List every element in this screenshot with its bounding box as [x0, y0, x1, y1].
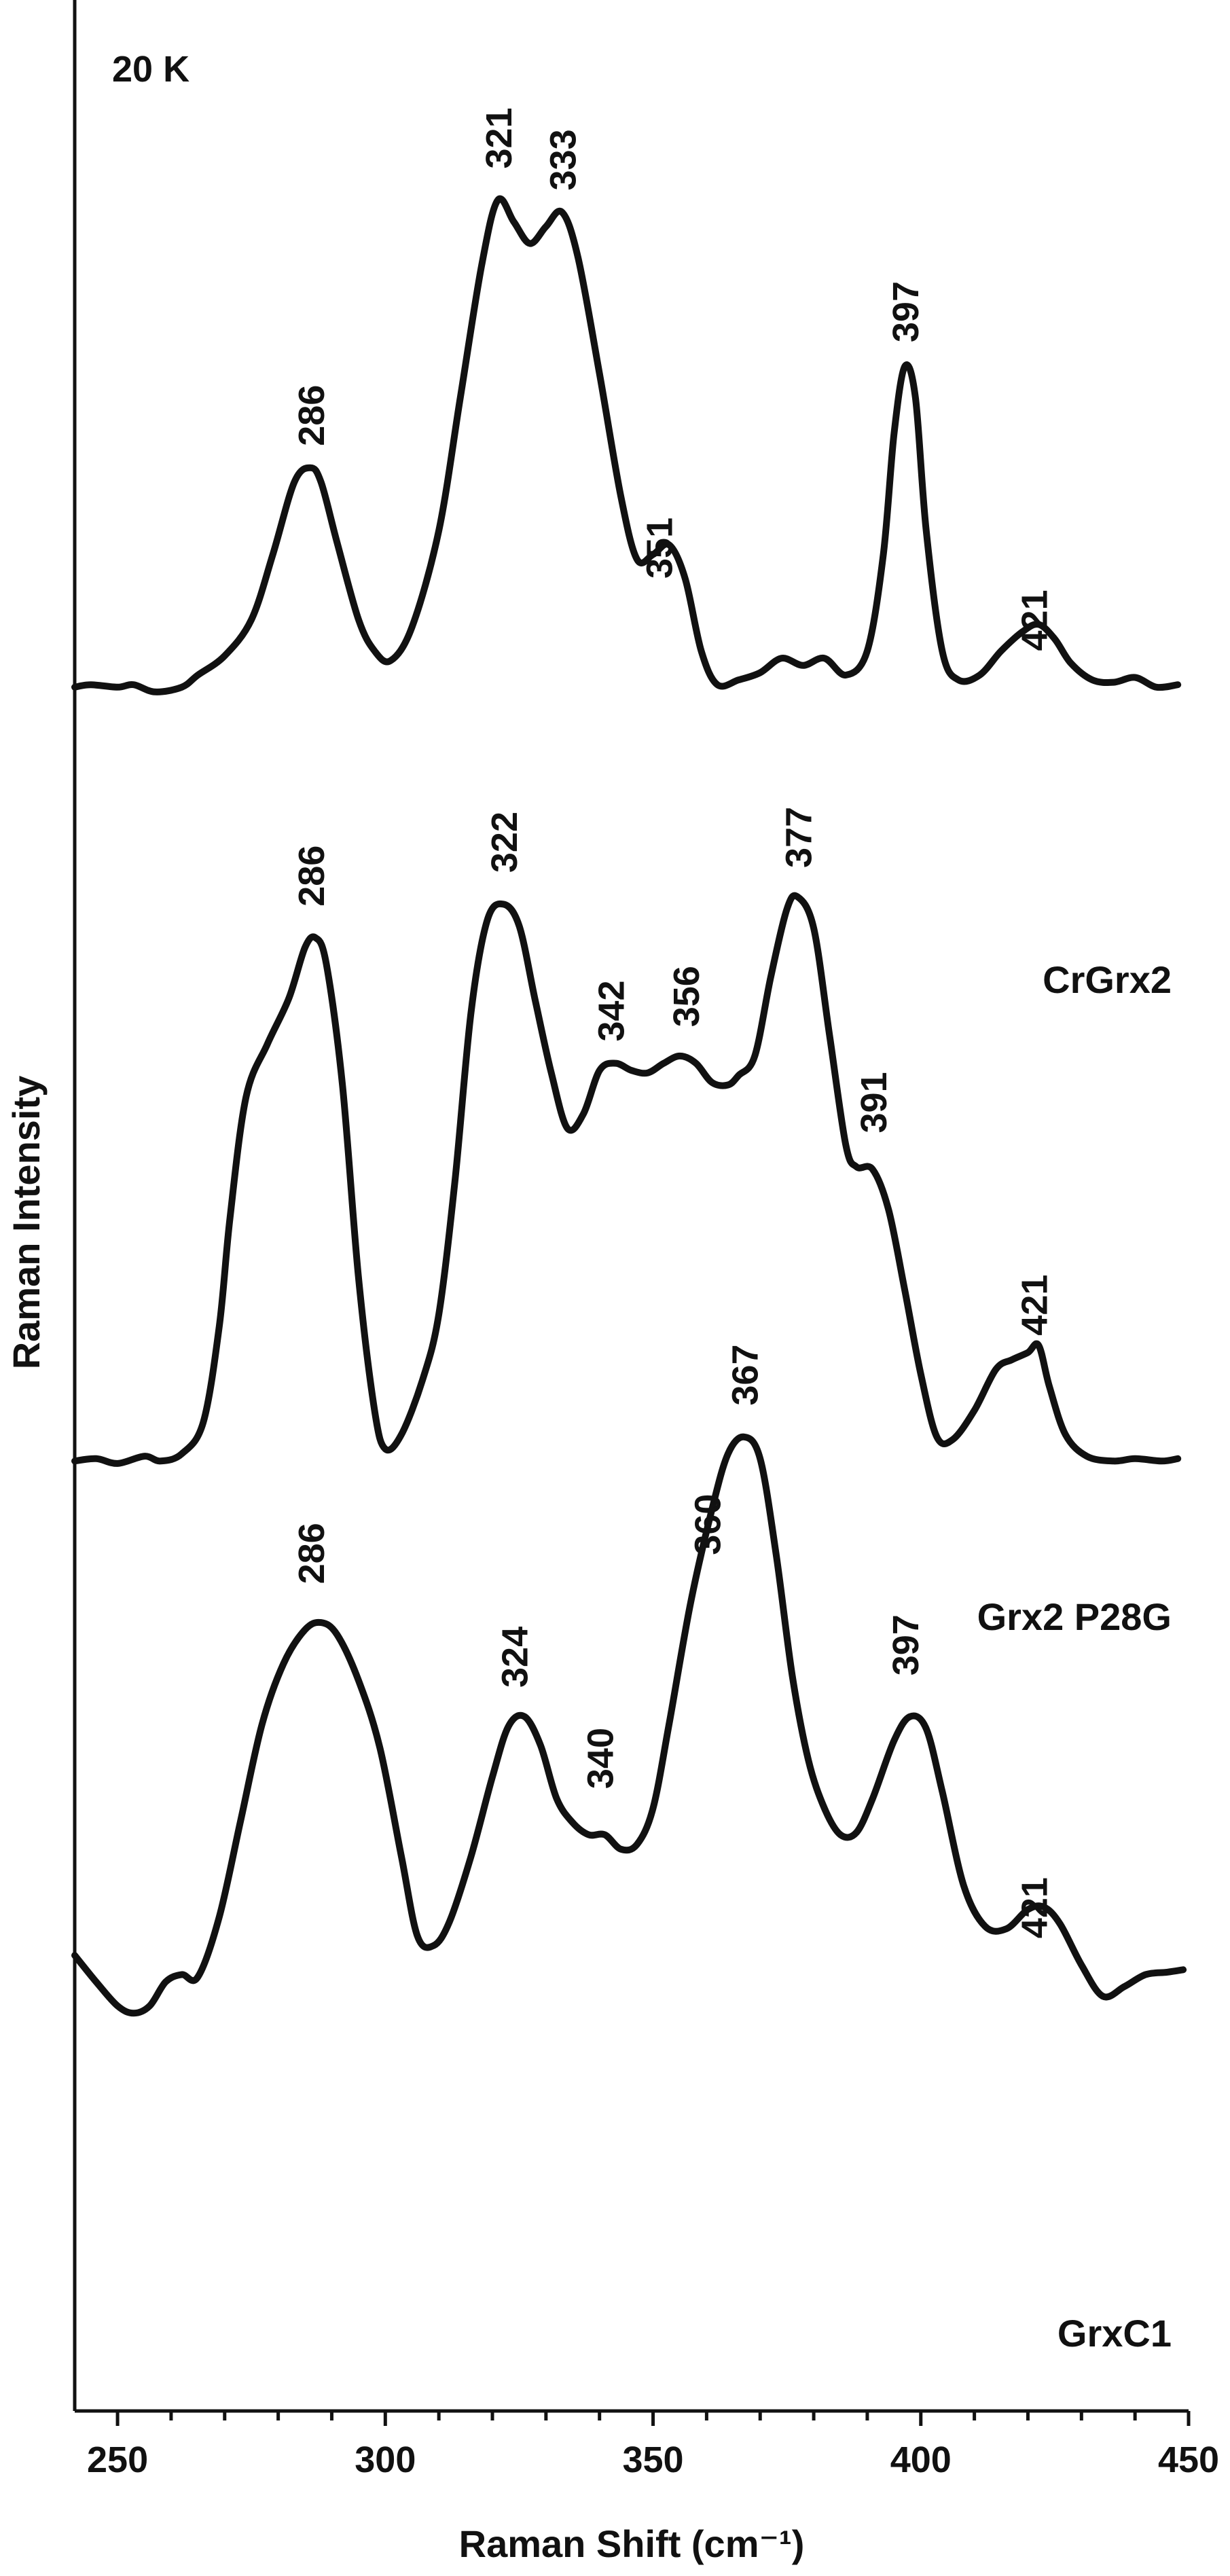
peak-label: 322	[484, 812, 525, 873]
x-ticks: 250 300 350 400 450	[87, 2411, 1219, 2480]
series-label-grxc1: GrxC1	[1057, 2312, 1172, 2355]
x-tick-label-250: 250	[87, 2439, 148, 2480]
spectra	[71, 195, 1187, 2017]
peak-label: 340	[581, 1728, 621, 1789]
x-tick-label-350: 350	[622, 2439, 683, 2480]
peak-label: 421	[1014, 1275, 1055, 1336]
peak-label: 286	[291, 1523, 332, 1584]
peak-label: 421	[1014, 1877, 1055, 1938]
peak-label: 391	[854, 1072, 894, 1133]
peak-label: 333	[543, 129, 584, 190]
peak-label: 397	[886, 1614, 926, 1675]
peak-label: 324	[495, 1627, 536, 1688]
peak-labels: 286 321 333 351 397 421 286 322 342 356 377 391 421 2…	[291, 107, 1055, 1938]
series-label-grx2-p28g: Grx2 P28G	[977, 1595, 1172, 1638]
x-tick-label-400: 400	[890, 2439, 952, 2480]
peak-label: 356	[666, 966, 707, 1027]
temperature-annotation: 20 K	[112, 49, 189, 90]
x-tick-label-450: 450	[1158, 2439, 1219, 2480]
peak-label: 360	[687, 1494, 728, 1555]
peak-label: 397	[886, 281, 926, 342]
peak-label: 321	[479, 107, 520, 168]
peak-label: 367	[725, 1344, 766, 1405]
series-label-crgrx2: CrGrx2	[1043, 958, 1172, 1001]
plot-area	[73, 0, 1189, 2413]
peak-label: 351	[639, 518, 680, 579]
spectrum-grx2-p28g	[71, 892, 1182, 1467]
x-axis-label: Raman Shift (cm⁻¹)	[459, 2522, 805, 2565]
peak-label: 342	[592, 980, 632, 1041]
peak-label: 377	[778, 807, 819, 868]
x-tick-label-300: 300	[355, 2439, 416, 2480]
peak-label: 286	[291, 846, 332, 907]
peak-label: 286	[291, 385, 332, 446]
spectrum-grxc1	[71, 1433, 1187, 2017]
y-axis-label: Raman Intensity	[5, 1076, 48, 1370]
spectrum-crgrx2	[71, 195, 1182, 695]
peak-label: 421	[1014, 589, 1055, 651]
series-labels: CrGrx2 Grx2 P28G GrxC1	[977, 958, 1172, 2355]
